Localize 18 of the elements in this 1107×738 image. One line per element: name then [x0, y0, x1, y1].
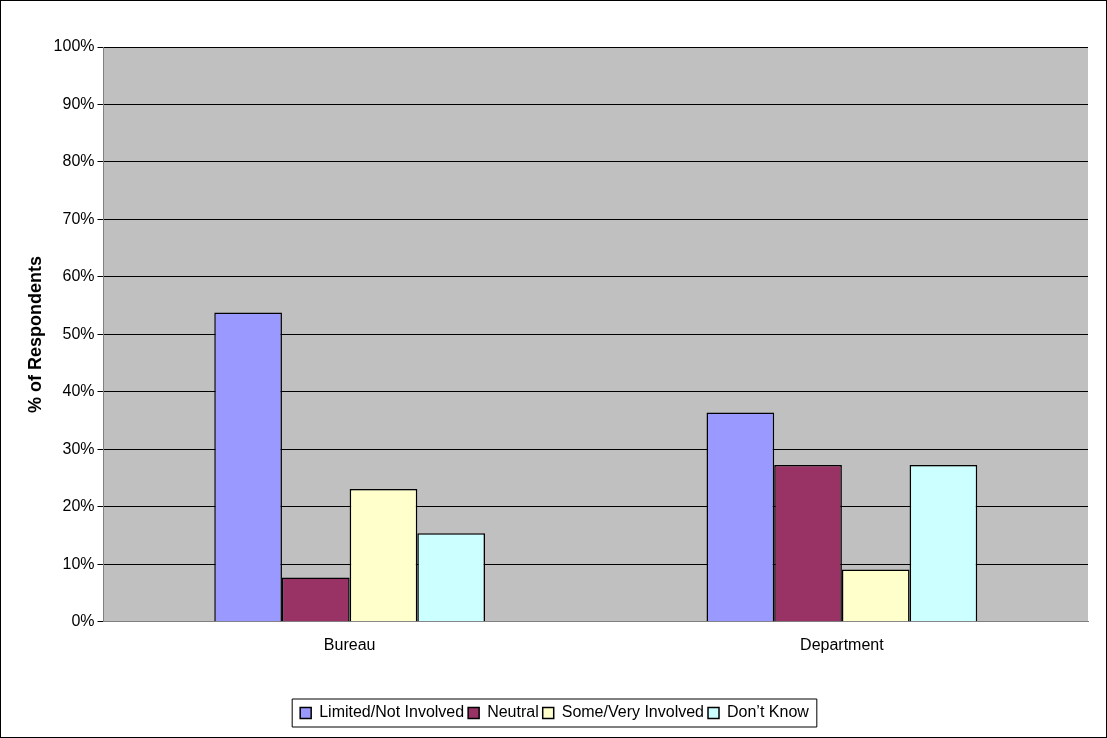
legend-label: Limited/Not Involved	[319, 703, 465, 721]
y-tick-label: 10%	[62, 554, 95, 572]
x-tick-label: Department	[800, 635, 885, 653]
y-tick-label: 90%	[62, 94, 95, 112]
y-tick-label: 70%	[62, 209, 95, 227]
legend-label: Some/Very Involved	[561, 703, 705, 721]
y-tick-label: 40%	[62, 382, 95, 400]
y-tick-label: 0%	[71, 612, 95, 630]
legend-label: Don’t Know	[727, 703, 810, 721]
y-tick-label: 50%	[62, 324, 95, 342]
legend-label: Neutral	[487, 703, 539, 721]
y-tick-label: 30%	[62, 439, 95, 457]
y-tick-label: 60%	[62, 267, 95, 285]
y-axis-title: % of Respondents	[24, 255, 45, 413]
y-tick-label: 80%	[62, 152, 95, 170]
y-tick-label: 100%	[53, 37, 95, 55]
x-tick-label: Bureau	[323, 635, 376, 653]
y-tick-label: 20%	[62, 497, 95, 515]
